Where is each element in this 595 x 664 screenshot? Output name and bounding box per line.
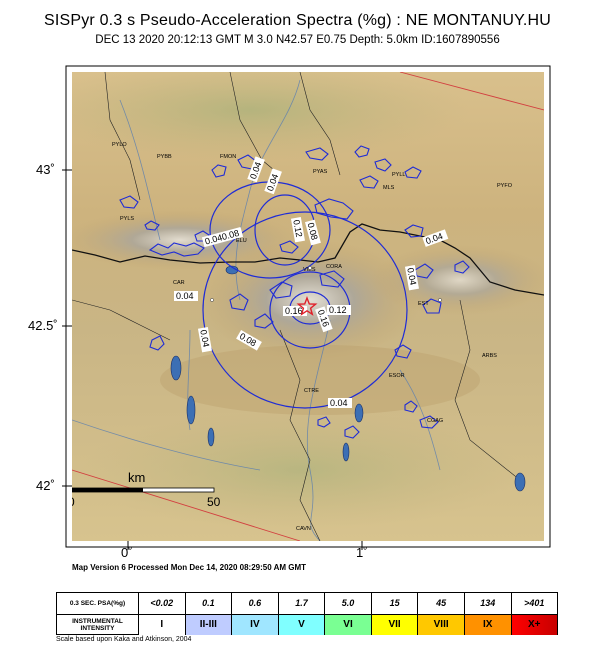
town-label: PYLS (120, 216, 134, 222)
reservoirs (170, 265, 526, 492)
intensity-cell: IV (232, 614, 279, 635)
lat-label: 42˚ (36, 478, 55, 493)
intensity-cell: X+ (511, 614, 558, 635)
regional-borders (72, 72, 521, 541)
town-labels: PYLO PYBB FMON PYAS PYLL PYFO MLS PYLS V… (112, 142, 513, 532)
town-label: ESOR (389, 373, 405, 379)
contour-label: 0.12 (291, 219, 304, 238)
fault-line-south (72, 469, 301, 541)
intensity-cell: IX (464, 614, 512, 635)
contour-label: 0.04 (330, 398, 348, 408)
map-version: Map Version 6 Processed Mon Dec 14, 2020… (72, 563, 307, 572)
event-info: DEC 13 2020 20:12:13 GMT M 3.0 N42.57 E0… (95, 34, 500, 46)
psa-value: 0.1 (186, 593, 233, 614)
intensity-cell: VIII (418, 614, 465, 635)
lat-label: 42.5˚ (28, 318, 58, 333)
town-label: VIES (303, 267, 316, 273)
town-label: PYAS (313, 169, 328, 175)
contour-label: 0.16 (285, 306, 303, 316)
axis-ticks (62, 169, 363, 550)
fault-line-north (399, 72, 544, 111)
scale-note: Scale based upon Kaka and Atkinson, 2004 (56, 636, 192, 643)
station-markers (210, 266, 442, 302)
contour-label: 0.08 (306, 222, 320, 242)
town-label: PYLO (112, 142, 127, 148)
town-label: PYLL (392, 172, 405, 178)
intensity-cell: VII (371, 614, 419, 635)
intensity-cell: I (139, 614, 186, 635)
contour-labels: 0.04 0.04 0.04 0.040.08 0.08 0.12 0.04 0… (174, 156, 449, 408)
scale-end: 50 (207, 495, 221, 509)
town-label: CGAG (427, 418, 443, 424)
pyrenees-central (200, 240, 420, 360)
intensity-cell: II-III (185, 614, 233, 635)
lowland-south (80, 410, 520, 530)
intensity-row: INSTRUMENTAL INTENSITY I II-III IV V VI … (57, 613, 558, 635)
shakemap: 0.04 0.04 0.04 0.040.08 0.08 0.12 0.04 0… (62, 65, 551, 550)
contour-label: 0.04 (198, 329, 211, 348)
lon-label: 1˚ (356, 545, 368, 560)
town-label: CAVN (296, 526, 311, 532)
psa-value: 5.0 (325, 593, 372, 614)
lat-label: 43˚ (36, 162, 55, 177)
lon-label: 0˚ (121, 545, 133, 560)
intensity-legend: 0.3 SEC. PSA(%g) <0.02 0.1 0.6 1.7 5.0 1… (56, 592, 558, 635)
intensity-cell: VI (325, 614, 372, 635)
contour-label: 0.04 (176, 291, 194, 301)
town-label: EST (418, 301, 429, 307)
psa-row: 0.3 SEC. PSA(%g) <0.02 0.1 0.6 1.7 5.0 1… (57, 593, 557, 614)
epicenter-star (296, 296, 318, 316)
town-label: FMON (220, 154, 236, 160)
contour-label: 0.12 (329, 305, 347, 315)
psa-value: <0.02 (139, 593, 186, 614)
town-label: PYBB (157, 154, 172, 160)
town-label: ELU (236, 238, 247, 244)
lowland-north (72, 72, 470, 160)
pyrenees-east (370, 245, 544, 315)
psa-value: 134 (465, 593, 512, 614)
psa-value: 45 (418, 593, 465, 614)
town-label: CORA (326, 264, 342, 270)
scale-unit: km (128, 470, 145, 485)
psa-value: 15 (372, 593, 419, 614)
psa-value: 1.7 (279, 593, 326, 614)
scale-bar: km 0 50 (68, 470, 221, 509)
intensity-header: INSTRUMENTAL INTENSITY (57, 614, 139, 635)
town-label: CAR (173, 280, 185, 286)
town-label: MLS (383, 185, 395, 191)
scale-start: 0 (68, 495, 75, 509)
psa-header: 0.3 SEC. PSA(%g) (57, 593, 139, 614)
intensity-cell: V (278, 614, 326, 635)
town-label: ARBS (482, 353, 497, 359)
foothills (160, 345, 480, 415)
town-label: PYFO (497, 183, 513, 189)
psa-value: >401 (524, 598, 545, 609)
psa-contour-fragments (119, 145, 470, 439)
map-title: SISPyr 0.3 s Pseudo-Acceleration Spectra… (43, 12, 552, 29)
france-spain-border (72, 223, 544, 296)
contour-label: 0.04 (405, 267, 418, 286)
psa-value: 0.6 (232, 593, 279, 614)
town-label: CTRE (304, 388, 319, 394)
